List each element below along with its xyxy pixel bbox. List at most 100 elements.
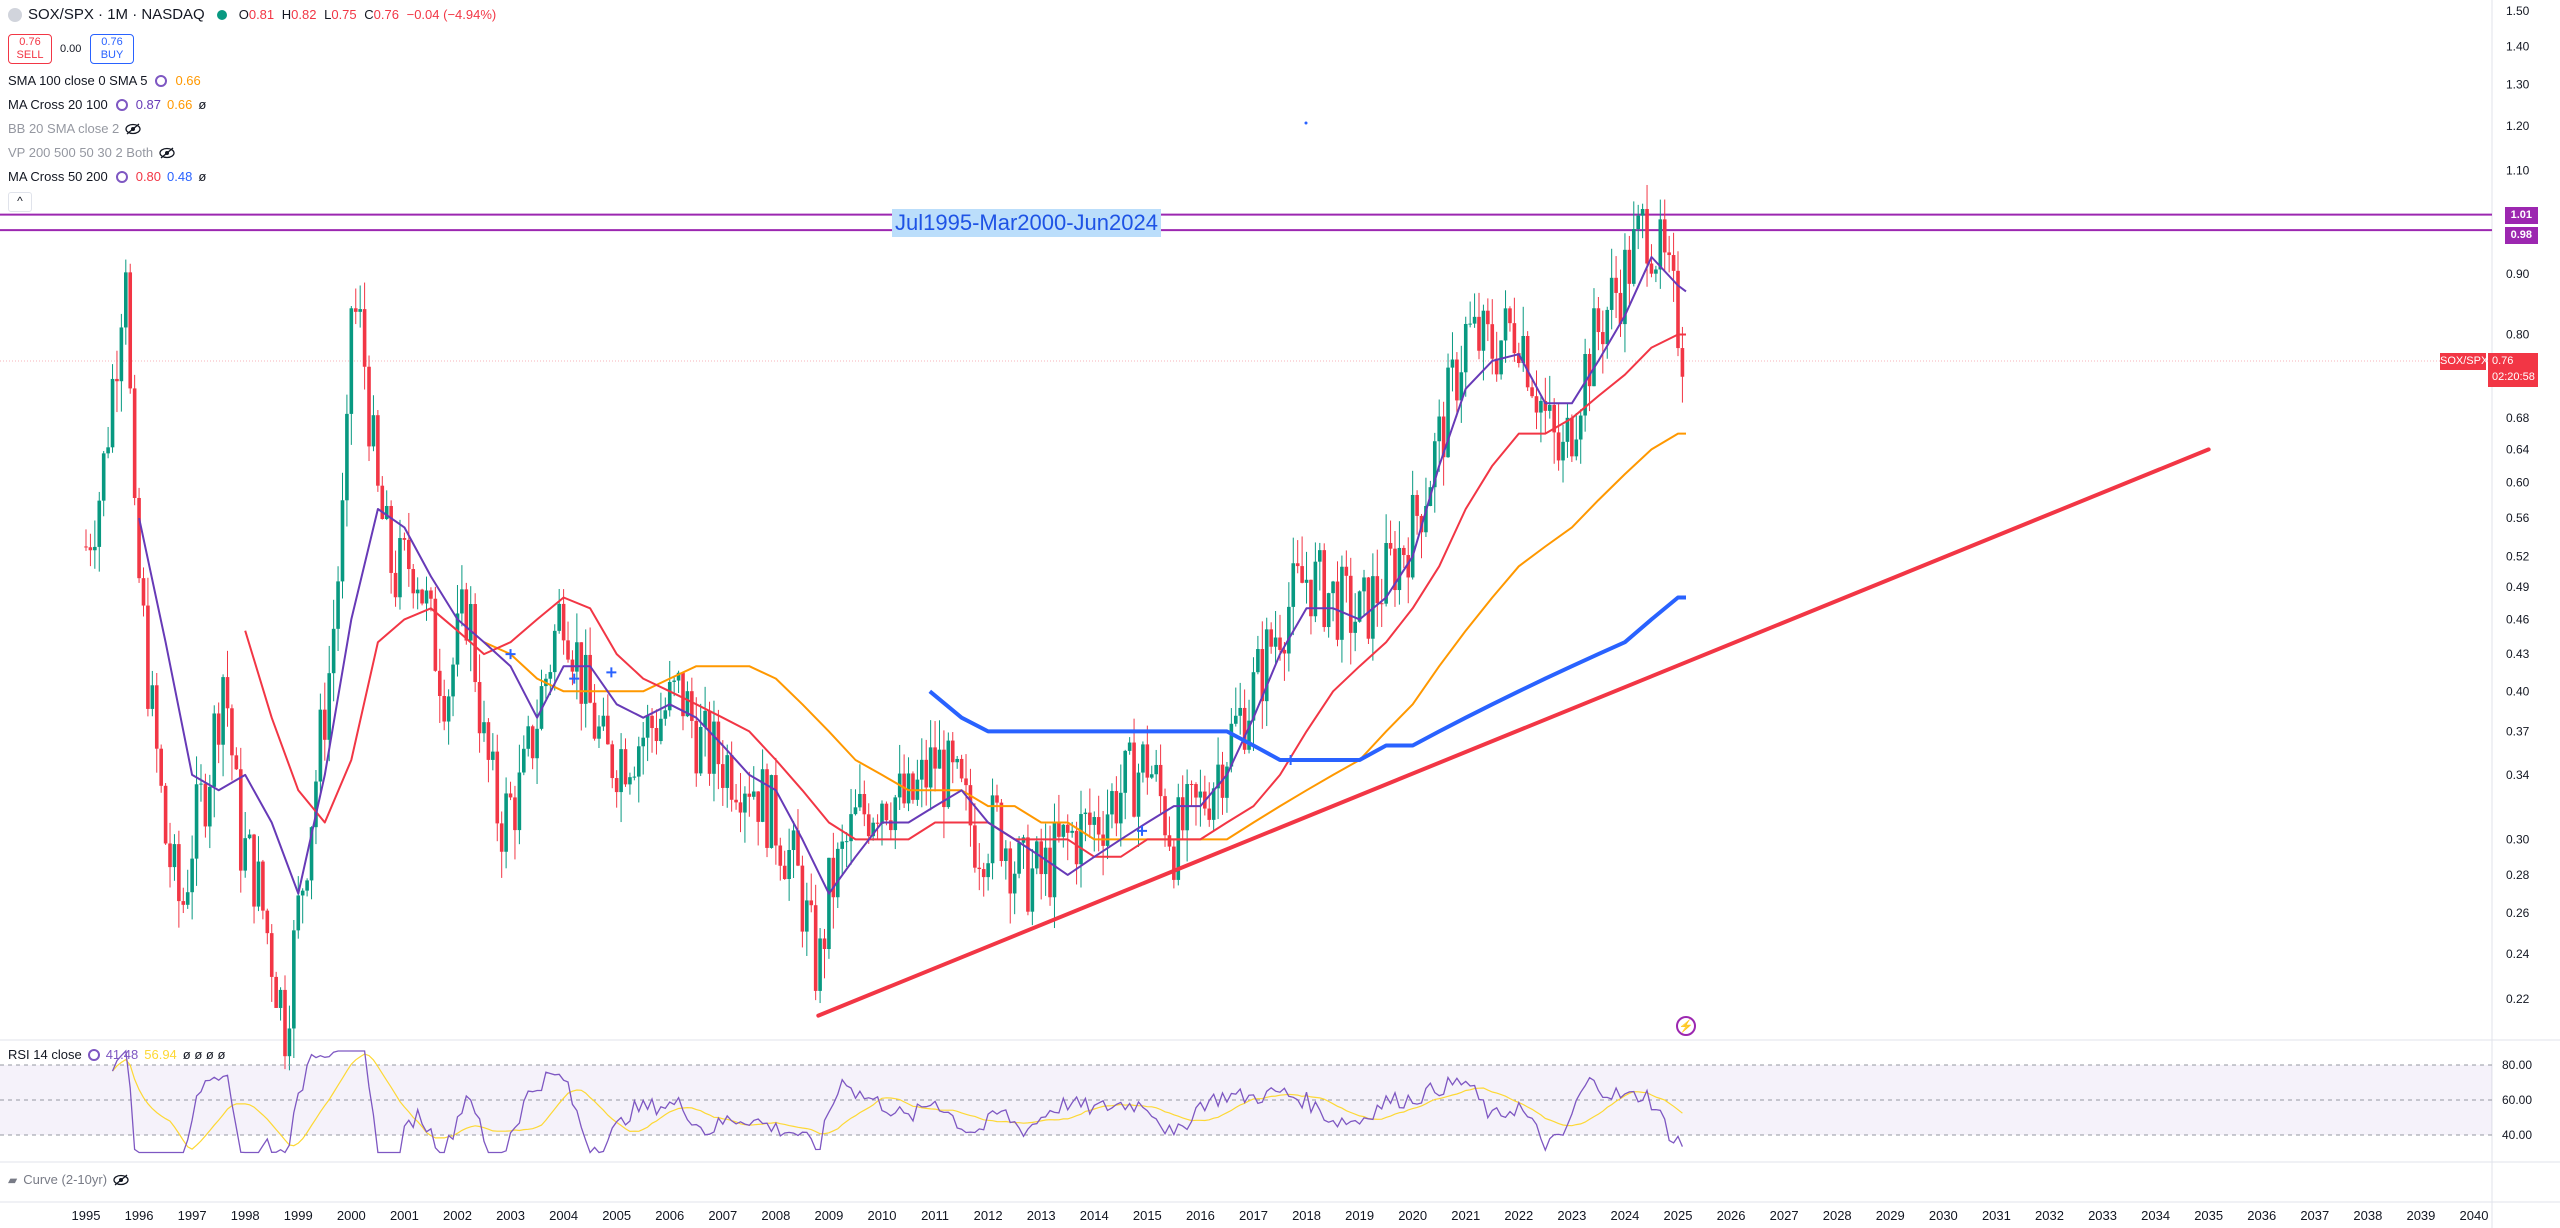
candle-body (451, 664, 455, 697)
candle-body (813, 905, 818, 991)
candle-body (566, 640, 570, 660)
candle-body (1494, 358, 1499, 375)
indicator-value: ø (198, 97, 207, 112)
candle-body (119, 327, 124, 382)
candle-body (163, 785, 168, 844)
candle-body (407, 539, 411, 570)
time-tick-label: 2016 (1186, 1208, 1215, 1223)
candle-body (269, 933, 274, 977)
horizontal-levels (0, 213, 2492, 362)
collapse-legend-button[interactable]: ^ (8, 192, 32, 212)
candle-body (522, 748, 526, 773)
candle-body (1463, 323, 1468, 373)
candle-body (650, 715, 654, 729)
buy-button[interactable]: 0.76 BUY (90, 34, 134, 64)
candle-body (1640, 208, 1645, 216)
hidden-eye-icon[interactable] (125, 123, 141, 135)
price-tick-label: 1.10 (2506, 164, 2530, 178)
candle-body (1278, 637, 1282, 650)
indicator-row[interactable]: MA Cross 50 200 0.80 0.48 ø (8, 169, 206, 184)
candle-body (141, 578, 146, 606)
candle-body (592, 702, 597, 739)
candle-body (800, 865, 805, 932)
bolt-event-icon[interactable]: ⚡ (1676, 1016, 1696, 1036)
candle-body (442, 696, 446, 722)
candle-body (172, 844, 177, 868)
candle-body (1326, 593, 1331, 628)
time-tick-label: 1996 (125, 1208, 154, 1223)
hidden-eye-icon[interactable] (113, 1174, 129, 1186)
symbol-title[interactable]: SOX/SPX · 1M · NASDAQ (28, 6, 205, 23)
candle-body (835, 848, 840, 898)
indicator-name[interactable]: BB 20 SMA close 2 (8, 121, 120, 136)
candle-body (1357, 591, 1362, 622)
time-tick-label: 2002 (443, 1208, 472, 1223)
time-tick-label: 2036 (2247, 1208, 2276, 1223)
time-tick-label: 2035 (2194, 1208, 2223, 1223)
candle-body (663, 710, 668, 719)
candle-body (1172, 846, 1176, 880)
candle-body (1079, 814, 1083, 865)
price-tick-label: 1.40 (2506, 40, 2530, 54)
rsi-name[interactable]: RSI 14 close (8, 1047, 82, 1062)
indicator-row[interactable]: VP 200 500 50 30 2 Both (8, 145, 175, 160)
indicator-row[interactable]: SMA 100 close 0 SMA 5 0.66 (8, 73, 201, 88)
candle-body (1539, 400, 1543, 413)
candle-body (1525, 335, 1530, 388)
ma-cross-marker (1137, 825, 1148, 836)
time-tick-label: 2010 (868, 1208, 897, 1223)
marker-dot (1304, 121, 1308, 125)
indicator-row[interactable]: BB 20 SMA close 2 (8, 121, 141, 136)
sell-button[interactable]: 0.76 SELL (8, 34, 52, 64)
candle-body (1649, 263, 1654, 274)
indicator-value: 0.87 (135, 97, 162, 112)
indicator-name[interactable]: SMA 100 close 0 SMA 5 (8, 73, 148, 88)
candle-body (1676, 270, 1680, 349)
candle-body (911, 773, 915, 800)
candle-body (1468, 323, 1472, 325)
market-status-icon (216, 9, 227, 20)
ma50-line (244, 333, 1686, 858)
indicator-name[interactable]: VP 200 500 50 30 2 Both (8, 145, 154, 160)
candle-body (468, 604, 473, 641)
candle-body (1362, 577, 1366, 592)
candle-body (402, 538, 407, 540)
candle-body (1291, 563, 1296, 607)
rsi-settings-icon[interactable] (87, 1048, 100, 1061)
candle-body (473, 604, 477, 683)
candle-body (959, 758, 964, 779)
candle-body (690, 691, 694, 721)
indicator-row[interactable]: MA Cross 20 100 0.87 0.66 ø (8, 97, 206, 112)
candle-body (880, 803, 884, 824)
settings-icon[interactable] (153, 74, 169, 87)
hidden-eye-icon[interactable] (159, 147, 175, 159)
candle-body (906, 773, 911, 804)
price-tick-label: 0.60 (2506, 476, 2530, 490)
candle-body (1114, 791, 1119, 824)
candle-body (115, 378, 119, 382)
candle-body (331, 628, 336, 674)
indicator-name[interactable]: MA Cross 20 100 (8, 97, 108, 112)
candle-body (734, 799, 738, 803)
candle-body (212, 713, 217, 787)
candle-body (1609, 277, 1614, 310)
candle-body (424, 590, 429, 604)
indicator-name[interactable]: MA Cross 50 200 (8, 169, 108, 184)
candle-body (1384, 542, 1388, 604)
date-range-annotation[interactable]: Jul1995-Mar2000-Jun2024 (892, 209, 1161, 237)
ma-cross-marker (1285, 755, 1296, 766)
settings-icon[interactable] (114, 98, 130, 111)
candle-body (1631, 229, 1636, 284)
candle-body (1251, 672, 1256, 721)
time-tick-label: 2017 (1239, 1208, 1268, 1223)
candle-body (1092, 817, 1097, 825)
curve-name[interactable]: Curve (2-10yr) (23, 1172, 108, 1187)
candle-body (517, 772, 522, 831)
settings-icon[interactable] (114, 170, 130, 183)
candle-body (362, 309, 367, 367)
time-tick-label: 1997 (178, 1208, 207, 1223)
candle-body (1026, 837, 1030, 912)
candle-body (1061, 824, 1066, 837)
candle-body (1145, 744, 1150, 778)
